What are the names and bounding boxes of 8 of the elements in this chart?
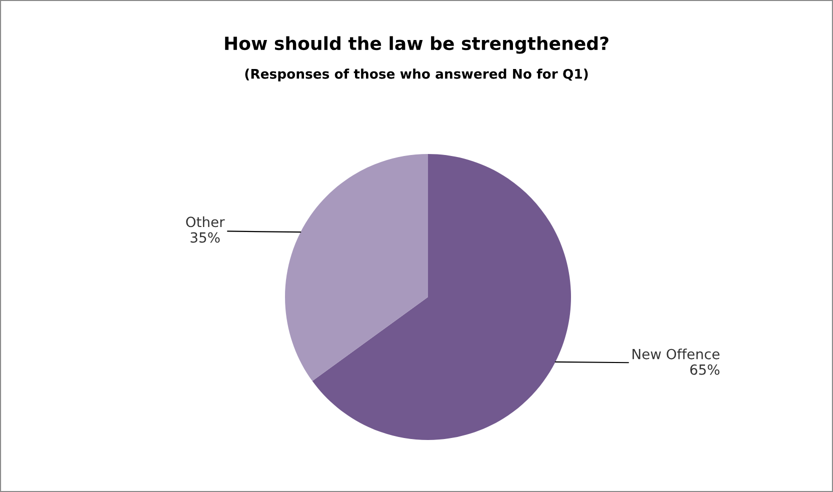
slice-label: New Offence xyxy=(632,348,720,360)
slice-label: Other xyxy=(186,216,225,228)
data-label: 65% xyxy=(690,364,720,375)
chart-subtitle: (Responses of those who answered No for Q1) xyxy=(245,68,588,82)
pie-slice xyxy=(312,154,571,440)
data-label: 35% xyxy=(190,232,220,243)
chart-title: How should the law be strengthened? xyxy=(225,36,608,54)
pie-slice xyxy=(285,154,428,382)
